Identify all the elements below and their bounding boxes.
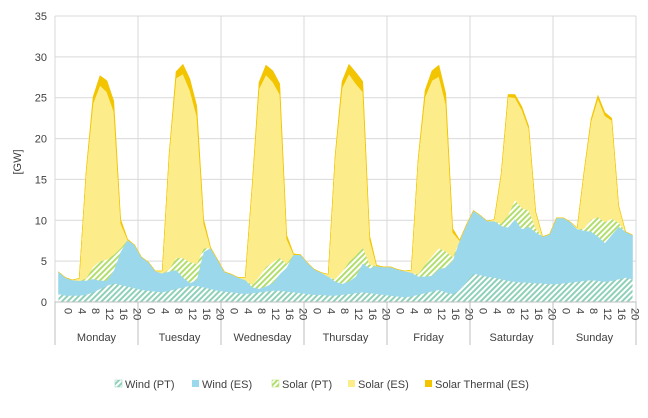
hour-tick-label: 8 <box>587 308 599 314</box>
series-areas <box>58 63 633 302</box>
day-label-wednesday: Wednesday <box>234 332 292 344</box>
day-label-thursday: Thursday <box>323 332 369 344</box>
y-tick-label-5: 5 <box>41 256 47 268</box>
hour-tick-label: 20 <box>380 308 392 320</box>
hour-tick-label: 0 <box>61 308 73 314</box>
hour-tick-label: 16 <box>532 308 544 320</box>
hour-tick-label: 4 <box>75 308 87 314</box>
day-label-saturday: Saturday <box>489 332 534 344</box>
hour-tick-label: 20 <box>131 308 143 320</box>
hour-tick-label: 0 <box>310 308 322 314</box>
hour-tick-label: 8 <box>255 308 267 314</box>
hour-tick-label: 12 <box>269 308 281 320</box>
hour-tick-label: 8 <box>89 308 101 314</box>
hour-tick-label: 16 <box>283 308 295 320</box>
hour-tick-label: 4 <box>158 308 170 314</box>
legend-swatch-0 <box>114 379 123 388</box>
hour-tick-label: 0 <box>144 308 156 314</box>
hour-tick-label: 12 <box>352 308 364 320</box>
hour-tick-label: 16 <box>200 308 212 320</box>
legend-swatch-3 <box>348 380 355 387</box>
hour-tick-label: 12 <box>435 308 447 320</box>
hour-tick-label: 8 <box>504 308 516 314</box>
legend-swatch-1 <box>192 380 199 387</box>
series-area-solar-thermal-es <box>58 63 633 281</box>
hour-tick-label: 0 <box>227 308 239 314</box>
legend-label-1: Wind (ES) <box>202 379 252 391</box>
hour-tick-label: 12 <box>103 308 115 320</box>
legend: Wind (PT) Wind (ES) Solar (PT) Solar (ES) So… <box>114 379 529 391</box>
y-tick-label-20: 20 <box>35 134 47 146</box>
hour-tick-label: 20 <box>463 308 475 320</box>
hour-tick-label: 20 <box>214 308 226 320</box>
hour-tick-label: 8 <box>421 308 433 314</box>
y-axis-title: [GW] <box>12 149 24 174</box>
hour-tick-label: 4 <box>324 308 336 314</box>
series-area-wind-pt <box>58 273 633 302</box>
hour-tick-label: 12 <box>601 308 613 320</box>
legend-swatch-4 <box>425 380 432 387</box>
y-tick-label-15: 15 <box>35 174 47 186</box>
hour-tick-label: 0 <box>393 308 405 314</box>
hour-tick-label: 20 <box>546 308 558 320</box>
hour-tick-label: 16 <box>117 308 129 320</box>
hour-tick-label: 20 <box>297 308 309 320</box>
legend-label-3: Solar (ES) <box>358 379 409 391</box>
legend-label-4: Solar Thermal (ES) <box>435 379 529 391</box>
y-tick-label-0: 0 <box>41 297 47 309</box>
day-label-sunday: Sunday <box>576 332 614 344</box>
hour-tick-label: 20 <box>629 308 641 320</box>
hour-tick-label: 0 <box>559 308 571 314</box>
y-tick-label-25: 25 <box>35 93 47 105</box>
hour-tick-label: 4 <box>490 308 502 314</box>
hour-tick-label: 16 <box>615 308 627 320</box>
hour-tick-label: 8 <box>338 308 350 314</box>
y-tick-label-35: 35 <box>35 11 47 23</box>
hour-tick-label: 4 <box>241 308 253 314</box>
day-label-friday: Friday <box>413 332 444 344</box>
y-tick-label-10: 10 <box>35 215 47 227</box>
day-label-tuesday: Tuesday <box>159 332 201 344</box>
hour-tick-label: 8 <box>172 308 184 314</box>
hour-tick-label: 0 <box>476 308 488 314</box>
series-area-solar-pt <box>58 199 633 289</box>
hour-tick-label: 12 <box>518 308 530 320</box>
hour-tick-label: 16 <box>449 308 461 320</box>
legend-label-2: Solar (PT) <box>282 379 332 391</box>
day-label-monday: Monday <box>77 332 117 344</box>
hour-tick-label: 12 <box>186 308 198 320</box>
hour-tick-label: 4 <box>573 308 585 314</box>
hour-tick-label: 16 <box>366 308 378 320</box>
y-tick-label-30: 30 <box>35 52 47 64</box>
legend-label-0: Wind (PT) <box>125 379 175 391</box>
hour-tick-label: 4 <box>407 308 419 314</box>
legend-swatch-2 <box>271 379 280 388</box>
